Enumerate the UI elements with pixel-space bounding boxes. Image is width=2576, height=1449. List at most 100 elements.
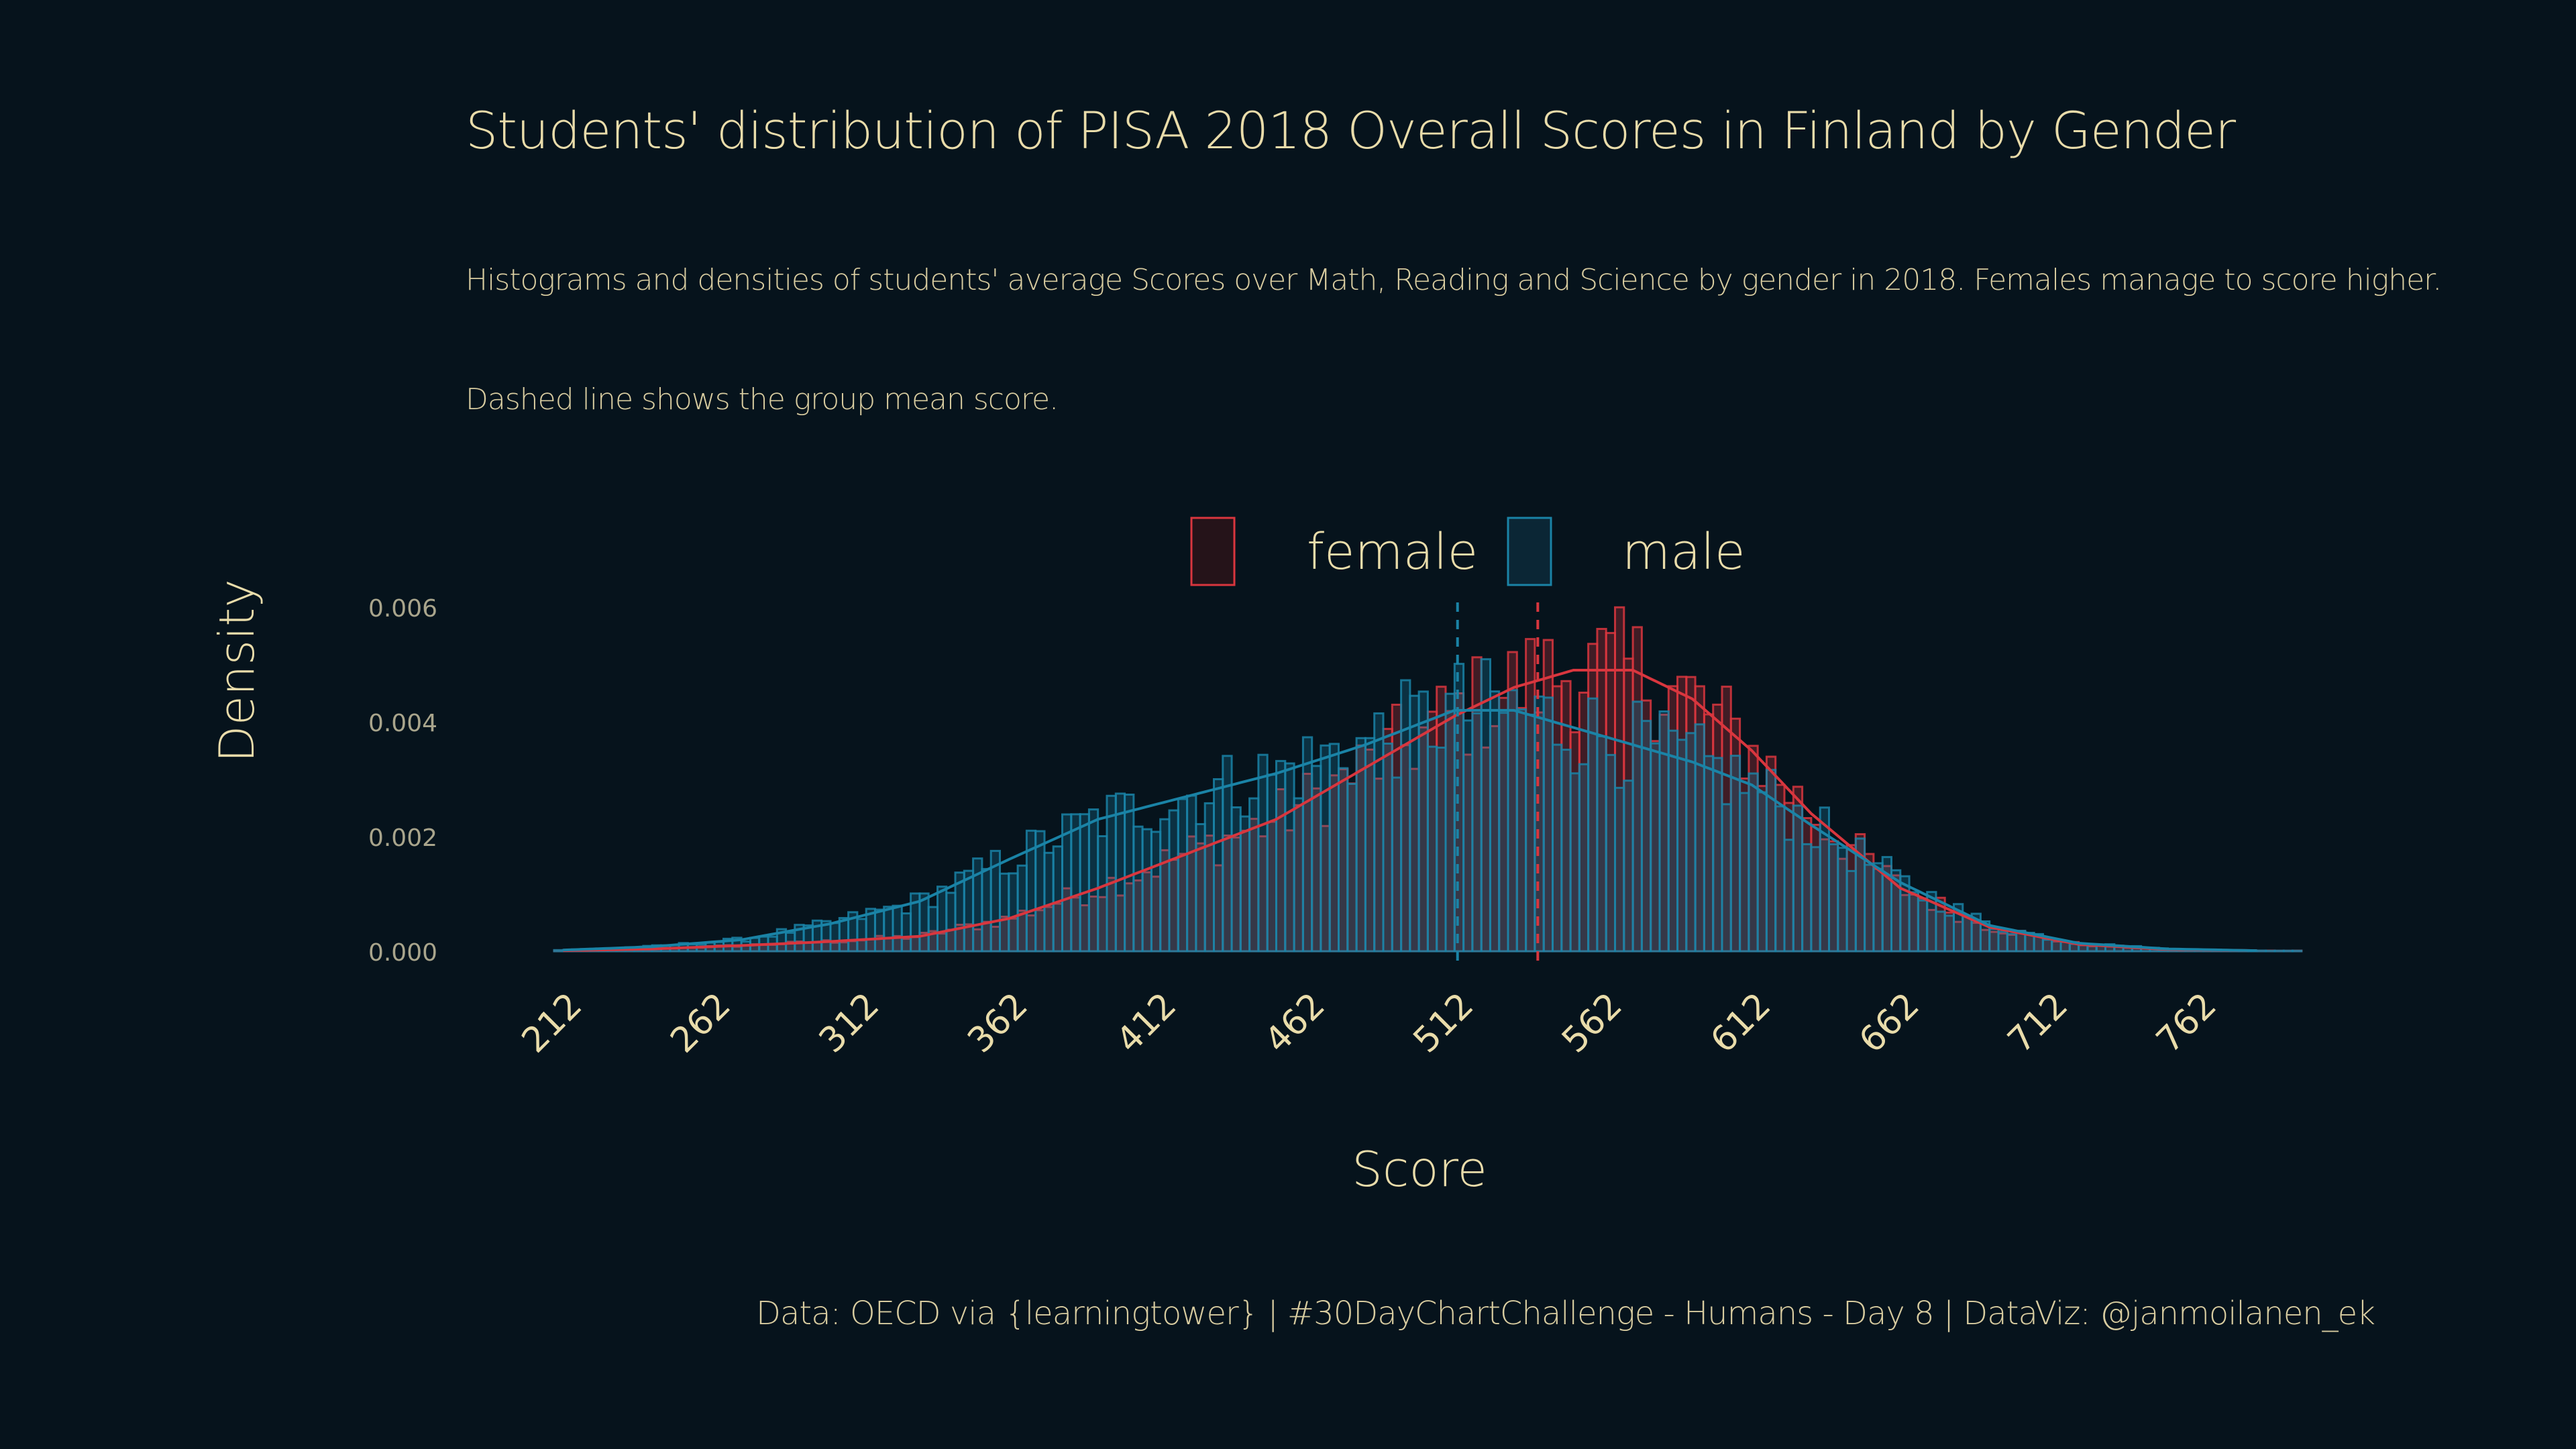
histogram-bar: [1640, 720, 1652, 953]
histogram-bar: [1444, 692, 1456, 953]
histogram-bar: [2006, 932, 2018, 953]
histogram-bar: [1417, 690, 1429, 953]
histogram-bar: [1052, 845, 1063, 953]
histogram-bar: [1070, 813, 1081, 953]
legend-label-female: female: [1307, 523, 1478, 581]
histogram-bar: [1864, 863, 1875, 953]
histogram-bar: [1150, 830, 1162, 953]
x-tick-label: 562: [1554, 985, 1630, 1061]
histogram-bar: [1997, 930, 2008, 953]
histogram-bar: [1453, 663, 1465, 953]
histogram-bar: [1729, 755, 1741, 953]
histogram-bar: [1106, 794, 1117, 953]
y-tick-label: 0.004: [368, 710, 437, 737]
density-curves: [563, 669, 2257, 953]
histogram-bar: [1043, 851, 1055, 953]
histogram-bar: [1542, 696, 1554, 953]
chart-subtitle-note: Dashed line shows the group mean score.: [466, 382, 1059, 417]
x-tick-label: 212: [515, 985, 590, 1061]
histogram-bar: [1391, 776, 1403, 953]
histogram-bar: [1534, 695, 1545, 953]
histogram-bar: [1739, 792, 1750, 953]
histogram-bar: [1168, 809, 1179, 953]
chart-subtitle: Histograms and densities of students' av…: [466, 263, 2442, 297]
y-axis-title: Density: [209, 579, 265, 763]
histogram-bar: [1578, 763, 1590, 953]
histogram-bar: [1079, 813, 1090, 953]
histogram-bar: [927, 906, 938, 953]
y-tick-label: 0.006: [368, 595, 437, 623]
histogram-bar: [1631, 700, 1643, 953]
histogram-bar: [1667, 729, 1679, 953]
histogram-bar: [1828, 843, 1839, 953]
legend-swatch-male: [1507, 517, 1552, 586]
histogram-bar: [1845, 869, 1857, 953]
histogram-bar: [1560, 749, 1572, 953]
x-tick-label: 762: [2149, 985, 2224, 1061]
histogram-bar: [1658, 710, 1670, 953]
histogram-bar: [1685, 732, 1697, 953]
histogram-bar: [999, 872, 1010, 953]
histogram-bar: [1338, 767, 1349, 953]
y-tick-label: 0.002: [368, 824, 437, 852]
histogram-bar: [838, 917, 850, 953]
histogram-bar: [1623, 780, 1634, 953]
histogram-bar: [1756, 791, 1768, 953]
histogram-bar: [900, 912, 912, 953]
histogram-bar: [1587, 697, 1599, 953]
histogram-bar: [1114, 792, 1126, 953]
histogram-bar: [1712, 757, 1723, 953]
histogram-bar: [1213, 778, 1224, 953]
histogram-bar: [1008, 872, 1019, 953]
histogram-bar: [1436, 747, 1447, 953]
histogram-bar: [829, 922, 841, 953]
histogram-bar: [1087, 808, 1099, 953]
histogram-bar: [1016, 864, 1028, 953]
histogram-bar: [1141, 828, 1152, 953]
histogram-bar: [1783, 839, 1794, 953]
histogram-bar: [1195, 823, 1206, 953]
histogram-bar: [1837, 847, 1848, 953]
histogram-bar: [1471, 712, 1483, 953]
histogram-bar: [1748, 772, 1759, 953]
histogram-bar: [1293, 797, 1304, 953]
histogram-bar: [1801, 843, 1813, 953]
histogram-bar: [1328, 743, 1340, 953]
density-curve-male: [563, 708, 2257, 953]
histogram-bar: [1525, 713, 1536, 953]
histogram-bar: [1962, 915, 1973, 953]
histogram-bar: [2041, 938, 2053, 953]
histogram-bar: [883, 906, 894, 953]
histogram-bar: [1917, 899, 1929, 953]
mean-lines: [1456, 602, 1540, 966]
y-axis-ticks: 0.000 0.002 0.004 0.006: [368, 595, 437, 967]
x-tick-label: 712: [2000, 985, 2076, 1061]
histogram-bar: [1320, 744, 1331, 953]
density-curve-female: [563, 669, 2257, 953]
x-tick-label: 662: [1851, 985, 1927, 1061]
histogram-bar: [1792, 804, 1804, 953]
histogram-bar: [1515, 708, 1527, 953]
histogram-bar: [1373, 712, 1385, 953]
chart-caption: Data: OECD via {learningtower} | #30DayC…: [756, 1295, 2375, 1332]
x-tick-label: 412: [1109, 985, 1185, 1061]
histogram-bar: [1507, 689, 1518, 953]
x-axis-title: Score: [1352, 1141, 1487, 1197]
histogram-bar: [1034, 830, 1046, 953]
histogram-bar: [981, 867, 992, 953]
histogram-bar: [1364, 737, 1376, 953]
histogram-bar: [1409, 694, 1420, 953]
x-tick-label: 612: [1703, 985, 1779, 1061]
histogram-bar: [1676, 739, 1688, 953]
histogram-bar: [1935, 910, 1946, 953]
chart-title: Students' distribution of PISA 2018 Over…: [466, 101, 2236, 160]
histogram-bar: [1703, 755, 1715, 953]
histogram-male: [553, 658, 2303, 953]
histogram-bar: [1186, 794, 1197, 953]
histogram-bar: [1203, 802, 1215, 953]
histogram-bar: [1552, 743, 1563, 953]
histogram-bar: [1159, 818, 1171, 953]
histogram-bar: [1810, 846, 1821, 953]
histogram-bar: [1498, 712, 1509, 953]
y-tick-label: 0.000: [368, 939, 437, 967]
